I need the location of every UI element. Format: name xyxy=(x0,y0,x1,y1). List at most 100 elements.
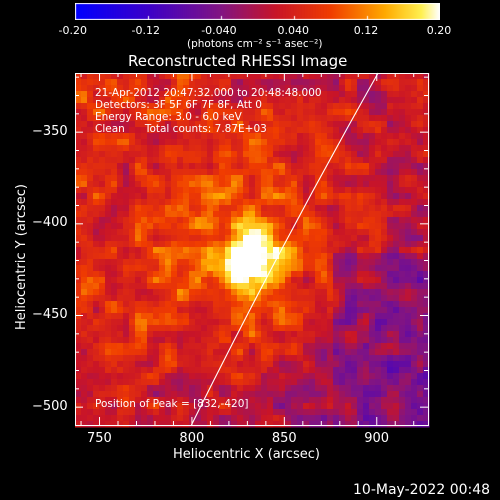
heatmap-cell xyxy=(279,109,286,116)
heatmap-cell xyxy=(225,385,232,392)
heatmap-cell xyxy=(195,241,202,248)
heatmap-cell xyxy=(387,283,394,290)
heatmap-cell xyxy=(351,133,358,140)
heatmap-cell xyxy=(93,295,100,302)
heatmap-cell xyxy=(219,313,226,320)
heatmap-cell xyxy=(267,319,274,326)
heatmap-cell xyxy=(237,367,244,374)
heatmap-cell xyxy=(345,139,352,146)
heatmap-cell xyxy=(267,307,274,314)
heatmap-cell xyxy=(135,301,142,308)
heatmap-cell xyxy=(369,301,376,308)
heatmap-cell xyxy=(273,385,280,392)
heatmap-cell xyxy=(273,301,280,308)
heatmap-cell xyxy=(87,217,94,224)
heatmap-cell xyxy=(309,289,316,296)
heatmap-cell xyxy=(249,319,256,326)
heatmap-cell xyxy=(171,301,178,308)
heatmap-cell xyxy=(105,301,112,308)
heatmap-cell xyxy=(297,91,304,98)
heatmap-cell xyxy=(213,223,220,230)
heatmap-cell xyxy=(387,349,394,356)
heatmap-cell xyxy=(219,373,226,380)
heatmap-cell xyxy=(291,151,298,158)
heatmap-cell xyxy=(87,355,94,362)
heatmap-cell xyxy=(123,283,130,290)
heatmap-cell xyxy=(147,415,154,422)
heatmap-cell xyxy=(147,397,154,404)
heatmap-cell xyxy=(327,265,334,272)
heatmap-cell xyxy=(381,373,388,380)
heatmap-cell xyxy=(327,313,334,320)
heatmap-cell xyxy=(387,115,394,122)
heatmap-cell xyxy=(117,301,124,308)
heatmap-cell xyxy=(129,115,136,122)
heatmap-cell xyxy=(117,415,124,422)
heatmap-cell xyxy=(417,85,424,92)
heatmap-cell xyxy=(351,97,358,104)
heatmap-cell xyxy=(417,217,424,224)
heatmap-cell xyxy=(171,415,178,422)
heatmap-cell xyxy=(339,157,346,164)
heatmap-cell xyxy=(381,199,388,206)
heatmap-cell xyxy=(159,355,166,362)
heatmap-cell xyxy=(81,73,88,80)
heatmap-cell xyxy=(243,247,250,254)
heatmap-cell xyxy=(279,271,286,278)
heatmap-cell xyxy=(363,235,370,242)
heatmap-cell xyxy=(297,403,304,410)
heatmap-cell xyxy=(345,103,352,110)
heatmap-cell xyxy=(117,121,124,128)
heatmap-cell xyxy=(207,199,214,206)
heatmap-cell xyxy=(135,283,142,290)
heatmap-cell xyxy=(333,379,340,386)
heatmap-cell xyxy=(213,217,220,224)
heatmap-cell xyxy=(357,229,364,236)
heatmap-cell xyxy=(393,415,400,422)
heatmap-cell xyxy=(135,403,142,410)
heatmap-cell xyxy=(381,355,388,362)
heatmap-cell xyxy=(159,391,166,398)
heatmap-cell xyxy=(225,181,232,188)
heatmap-cell xyxy=(111,379,118,386)
heatmap-cell xyxy=(423,235,430,242)
heatmap-cell xyxy=(405,217,412,224)
heatmap-cell xyxy=(405,109,412,116)
heatmap-cell xyxy=(171,283,178,290)
heatmap-cell xyxy=(117,169,124,176)
heatmap-cell xyxy=(309,313,316,320)
heatmap-cell xyxy=(111,199,118,206)
heatmap-cell xyxy=(207,181,214,188)
heatmap-cell xyxy=(81,151,88,158)
heatmap-cell xyxy=(183,223,190,230)
heatmap-cell xyxy=(123,229,130,236)
heatmap-cell xyxy=(135,331,142,338)
heatmap-cell xyxy=(411,145,418,152)
heatmap-cell xyxy=(381,271,388,278)
heatmap-cell xyxy=(75,163,82,170)
heatmap-cell xyxy=(159,211,166,218)
heatmap-cell xyxy=(183,163,190,170)
heatmap-cell xyxy=(261,91,268,98)
heatmap-cell xyxy=(165,379,172,386)
heatmap-cell xyxy=(189,289,196,296)
heatmap-cell xyxy=(231,193,238,200)
heatmap-cell xyxy=(345,157,352,164)
heatmap-cell xyxy=(357,73,364,80)
heatmap-cell xyxy=(267,271,274,278)
heatmap-cell xyxy=(417,409,424,416)
heatmap-cell xyxy=(237,157,244,164)
heatmap-cell xyxy=(297,133,304,140)
heatmap-cell xyxy=(297,145,304,152)
heatmap-cell xyxy=(99,379,106,386)
heatmap-cell xyxy=(303,253,310,260)
heatmap-cell xyxy=(165,79,172,86)
heatmap-cell xyxy=(171,115,178,122)
heatmap-cell xyxy=(381,235,388,242)
heatmap-cell xyxy=(423,409,430,416)
heatmap-cell xyxy=(243,289,250,296)
heatmap-cell xyxy=(387,295,394,302)
heatmap-cell xyxy=(345,283,352,290)
heatmap-cell xyxy=(357,325,364,332)
heatmap-cell xyxy=(93,91,100,98)
